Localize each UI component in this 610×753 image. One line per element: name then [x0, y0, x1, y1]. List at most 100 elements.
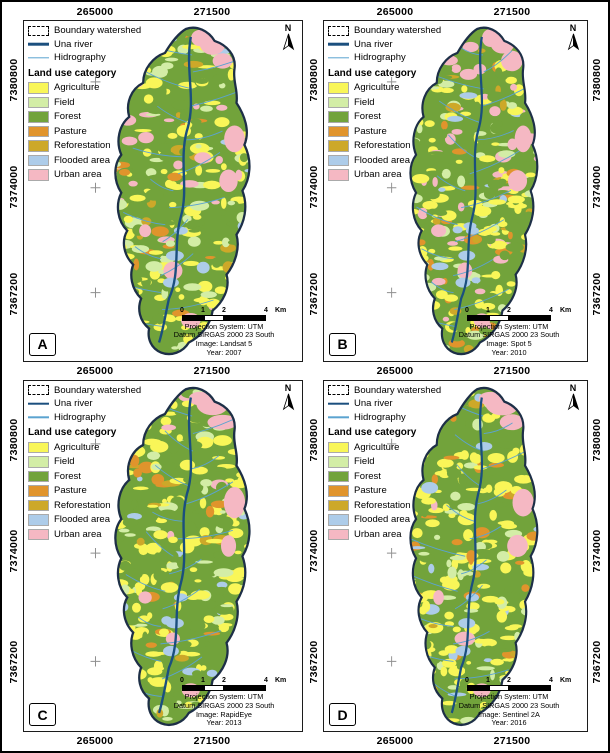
x-axis-labels-bottom: 265000 271500: [305, 734, 605, 748]
scale-bar: 0 1 2 4 Km: [180, 677, 286, 692]
scale-bar-segments: [182, 685, 266, 692]
category-swatch: [328, 499, 349, 511]
y-tick-label: 7380800: [308, 58, 320, 102]
legend-item-una-river: Una river: [28, 397, 141, 411]
category-label: Pasture: [354, 485, 387, 497]
scale-tick: 2: [222, 306, 226, 314]
projection-line: Projection System: UTM: [184, 321, 264, 331]
legend-item-boundary: Boundary watershed: [328, 384, 441, 398]
legend-category-list: Agriculture Field Forest Pasture: [328, 81, 441, 183]
legend-category-list: Agriculture Field Forest Pasture: [328, 440, 441, 542]
datum-line: Datum SIRGAS 2000 23 South: [458, 330, 560, 340]
map-canvas: Boundary watershed Una river Hidrography…: [323, 20, 588, 362]
legend-label: Una river: [54, 38, 93, 50]
category-swatch: [328, 154, 349, 166]
datum-line: Datum SIRGAS 2000 23 South: [173, 700, 275, 710]
legend-category-item: Agriculture: [28, 440, 141, 455]
category-label: Pasture: [354, 125, 387, 137]
legend-item-boundary: Boundary watershed: [28, 384, 141, 398]
una-river-symbol: [28, 39, 49, 50]
legend-category-item: Reforestation: [28, 139, 141, 154]
scale-tick: 2: [507, 306, 511, 314]
category-swatch: [28, 456, 49, 468]
category-swatch: [28, 140, 49, 152]
y-tick-label: 7367200: [308, 640, 320, 683]
legend-category-item: Field: [28, 455, 141, 470]
legend-label: Boundary watershed: [354, 25, 442, 37]
legend-item-boundary: Boundary watershed: [28, 24, 141, 38]
category-swatch: [28, 154, 49, 166]
legend-category-item: Field: [28, 95, 141, 110]
y-tick-label: 7374000: [308, 529, 320, 573]
hidrography-symbol: [328, 412, 349, 423]
y-tick-label: 7374000: [8, 165, 20, 209]
category-label: Forest: [354, 111, 381, 123]
x-tick-label: 271500: [493, 6, 531, 18]
scale-bar-segments: [467, 685, 551, 692]
projection-info: Projection System: UTM Datum SIRGAS 2000…: [433, 322, 585, 358]
legend-category-item: Reforestation: [28, 498, 141, 513]
projection-info: Projection System: UTM Datum SIRGAS 2000…: [433, 692, 585, 728]
category-label: Forest: [54, 111, 81, 123]
y-axis-labels-right: 7380800 7374000 7367200: [590, 19, 605, 364]
map-info: 0 1 2 4 Km Projection Syst: [148, 677, 300, 728]
category-swatch: [28, 111, 49, 123]
panel-body: 7380800 7374000 7367200 Boundary watersh…: [305, 19, 605, 364]
image-source-line: Image: Spot 5: [486, 339, 532, 349]
category-swatch: [28, 441, 49, 453]
scale-tick: 0: [465, 306, 469, 314]
y-axis-labels-left: 7380800 7374000 7367200: [5, 19, 23, 364]
year-line: Year: 2016: [491, 718, 527, 728]
year-line: Year: 2010: [491, 347, 527, 357]
scale-segment: [224, 315, 265, 320]
panel-letter: C: [29, 703, 56, 726]
panel-grid: 265000 271500 7380800 7374000 7367200 Bo…: [5, 5, 605, 748]
scale-bar-segments: [467, 314, 551, 321]
scale-segment: [488, 315, 509, 320]
projection-info: Projection System: UTM Datum SIRGAS 2000…: [148, 321, 300, 358]
category-swatch: [328, 82, 349, 94]
panel-body: 7380800 7374000 7367200 Boundary watersh…: [5, 377, 305, 735]
north-arrow: N: [565, 24, 581, 51]
category-label: Urban area: [354, 528, 402, 540]
north-arrow-icon: [282, 393, 294, 410]
scale-segment: [468, 686, 489, 691]
y-tick-label: 7380800: [308, 418, 320, 462]
watershed-map: [90, 26, 251, 356]
x-axis-labels-top: 265000 271500: [5, 5, 305, 19]
scale-segment: [468, 315, 489, 320]
legend-category-item: Urban area: [28, 168, 141, 183]
category-label: Flooded area: [354, 154, 410, 166]
north-arrow: N: [280, 24, 296, 51]
legend-header: Land use category: [328, 67, 417, 79]
north-arrow: N: [565, 383, 581, 411]
hidrography-symbol: [28, 52, 49, 63]
legend-category-item: Urban area: [328, 527, 441, 542]
category-label: Reforestation: [354, 140, 411, 152]
category-label: Pasture: [54, 485, 87, 497]
category-label: Field: [54, 456, 75, 468]
category-label: Urban area: [54, 169, 102, 181]
x-tick-label: 265000: [376, 6, 414, 18]
scale-tick: 1: [201, 306, 205, 314]
category-swatch: [328, 485, 349, 497]
north-arrow-icon: [567, 33, 579, 51]
panel-letter-text: B: [337, 336, 348, 352]
category-label: Forest: [54, 470, 81, 482]
legend-header: Land use category: [328, 427, 417, 438]
category-swatch: [28, 514, 49, 526]
legend-item-una-river: Una river: [28, 38, 141, 52]
legend-category-item: Forest: [28, 469, 141, 484]
north-label: N: [284, 23, 292, 33]
category-swatch: [28, 125, 49, 137]
north-arrow-icon: [567, 393, 579, 410]
scale-tick: 1: [486, 306, 490, 314]
map-panel: 265000 271500 7380800 7374000 7367200 Bo…: [5, 377, 305, 749]
category-label: Flooded area: [54, 514, 110, 526]
y-tick-label: 7374000: [591, 165, 603, 209]
legend-category-list: Agriculture Field Forest Pasture: [28, 81, 141, 183]
x-tick-label: 271500: [193, 735, 231, 747]
y-tick-label: 7374000: [591, 529, 603, 573]
legend-label: Una river: [54, 398, 93, 410]
legend-category-item: Agriculture: [328, 81, 441, 96]
